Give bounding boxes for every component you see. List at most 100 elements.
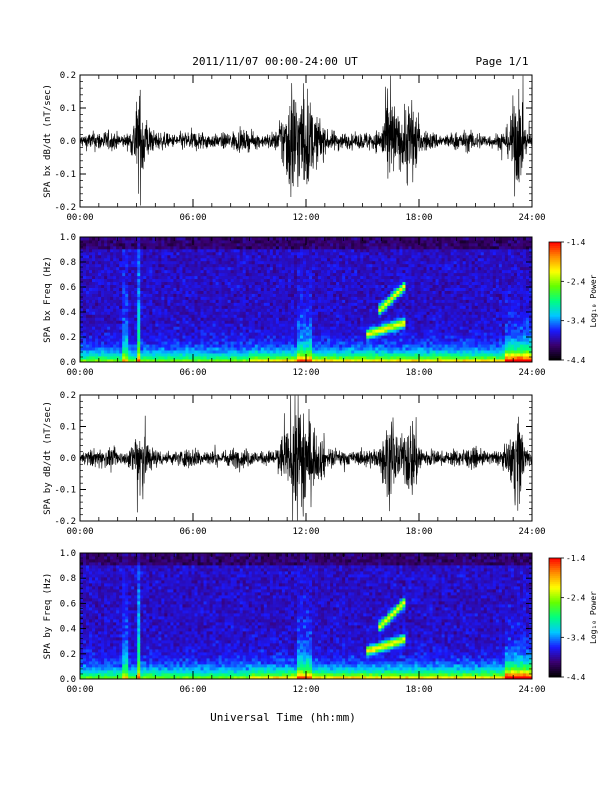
- spectrogram-cell: [101, 255, 104, 258]
- spectrogram-cell: [411, 320, 414, 323]
- spectrogram-cell: [134, 317, 137, 320]
- spectrogram-cell: [372, 246, 375, 249]
- spectrogram-cell: [98, 329, 101, 332]
- spectrogram-cell: [240, 314, 243, 317]
- spectrogram-cell: [164, 276, 167, 279]
- spectrogram-cell: [306, 326, 309, 329]
- spectrogram-cell: [285, 320, 288, 323]
- spectrogram-cell: [152, 317, 155, 320]
- spectrogram-cell: [390, 341, 393, 344]
- spectrogram-cell: [231, 273, 234, 276]
- spectrogram-cell: [240, 264, 243, 267]
- spectrogram-cell: [282, 356, 285, 359]
- spectrogram-cell: [366, 291, 369, 294]
- spectrogram-cell: [204, 323, 207, 326]
- spectrogram-cell: [288, 261, 291, 264]
- spectrogram-cell: [210, 258, 213, 261]
- spectrogram-cell: [216, 267, 219, 270]
- spectrogram-cell: [140, 305, 143, 308]
- spectrogram-cell: [104, 255, 107, 258]
- spectrogram-cell: [104, 291, 107, 294]
- spectrogram-cell: [185, 338, 188, 341]
- spectrogram-cell: [351, 279, 354, 282]
- spectrogram-cell: [243, 240, 246, 243]
- spectrogram-cell: [387, 258, 390, 261]
- spectrogram-cell: [225, 297, 228, 300]
- spectrogram-cell: [408, 282, 411, 285]
- spectrogram-cell: [312, 273, 315, 276]
- spectrogram-cell: [185, 255, 188, 258]
- spectrogram-cell: [366, 314, 369, 317]
- spectrogram-cell: [134, 302, 137, 305]
- spectrogram-cell: [345, 258, 348, 261]
- spectrogram-cell: [300, 300, 303, 303]
- spectrogram-cell: [387, 347, 390, 350]
- spectrogram-cell: [324, 273, 327, 276]
- spectrogram-cell: [402, 249, 405, 252]
- spectrogram-cell: [122, 273, 125, 276]
- spectrogram-cell: [219, 252, 222, 255]
- spectrogram-cell: [234, 291, 237, 294]
- spectrogram-cell: [270, 243, 273, 246]
- spectrogram-cell: [282, 258, 285, 261]
- spectrogram-cell: [222, 243, 225, 246]
- spectrogram-cell: [321, 326, 324, 329]
- spectrogram-cell: [170, 338, 173, 341]
- spectrogram-cell: [396, 335, 399, 338]
- spectrogram-cell: [378, 311, 381, 314]
- spectrogram-cell: [408, 335, 411, 338]
- spectrogram-cell: [146, 285, 149, 288]
- spectrogram-cell: [321, 305, 324, 308]
- spectrogram-cell: [188, 264, 191, 267]
- spectrogram-cell: [110, 279, 113, 282]
- spectrogram-cell: [198, 255, 201, 258]
- spectrogram-cell: [182, 294, 185, 297]
- spectrogram-cell: [252, 264, 255, 267]
- spectrogram-cell: [402, 311, 405, 314]
- spectrogram-cell: [188, 270, 191, 273]
- spectrogram-cell: [276, 323, 279, 326]
- spectrogram-cell: [387, 252, 390, 255]
- spectrogram-cell: [243, 326, 246, 329]
- spectrogram-cell: [143, 302, 146, 305]
- spectrogram-cell: [372, 258, 375, 261]
- spectrogram-cell: [327, 302, 330, 305]
- spectrogram-cell: [417, 332, 420, 335]
- spectrogram-cell: [393, 279, 396, 282]
- spectrogram-cell: [297, 291, 300, 294]
- spectrogram-cell: [357, 288, 360, 291]
- spectrogram-cell: [270, 302, 273, 305]
- spectrogram-cell: [348, 273, 351, 276]
- spectrogram-cell: [424, 302, 427, 305]
- spectrogram-cell: [155, 285, 158, 288]
- spectrogram-cell: [270, 255, 273, 258]
- spectrogram-cell: [110, 276, 113, 279]
- spectrogram-cell: [182, 255, 185, 258]
- spectrogram-cell: [270, 311, 273, 314]
- spectrogram-cell: [234, 297, 237, 300]
- spectrogram-cell: [125, 243, 128, 246]
- spectrogram-cell: [237, 344, 240, 347]
- spectrogram-cell: [421, 261, 424, 264]
- spectrogram-cell: [131, 344, 134, 347]
- spectrogram-cell: [234, 305, 237, 308]
- spectrogram-cell: [258, 300, 261, 303]
- spectrogram-cell: [424, 270, 427, 273]
- spectrogram-cell: [363, 320, 366, 323]
- spectrogram-cell: [315, 240, 318, 243]
- spectrogram-cell: [402, 308, 405, 311]
- spectrogram-cell: [321, 246, 324, 249]
- spectrogram-cell: [204, 353, 207, 356]
- spectrogram-cell: [366, 279, 369, 282]
- spectrogram-cell: [201, 332, 204, 335]
- spectrogram-cell: [222, 237, 225, 240]
- spectrogram-cell: [336, 294, 339, 297]
- spectrogram-cell: [396, 279, 399, 282]
- spectrogram-cell: [402, 350, 405, 353]
- spectrogram-cell: [288, 246, 291, 249]
- spectrogram-cell: [258, 297, 261, 300]
- spectrogram-cell: [339, 344, 342, 347]
- spectrogram-cell: [306, 246, 309, 249]
- spectrogram-cell: [119, 285, 122, 288]
- spectrogram-cell: [402, 288, 405, 291]
